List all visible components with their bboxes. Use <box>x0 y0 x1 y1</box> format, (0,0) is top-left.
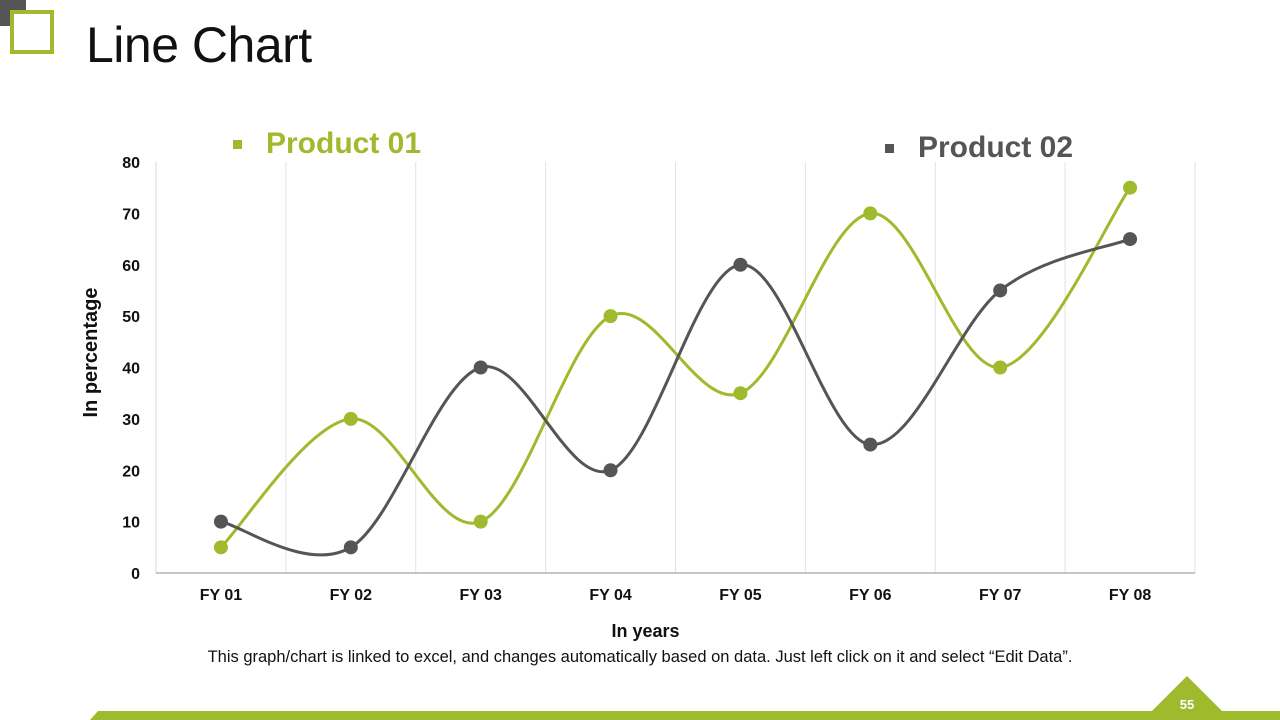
logo-squares-icon <box>0 0 54 54</box>
data-point-product-02 <box>473 360 488 375</box>
y-tick-label: 0 <box>131 566 140 583</box>
y-tick-label: 30 <box>122 412 140 429</box>
data-point-product-01 <box>733 386 748 401</box>
data-point-product-01 <box>863 206 878 221</box>
data-point-product-02 <box>863 437 878 452</box>
data-point-product-02 <box>733 257 748 272</box>
data-point-product-01 <box>473 514 488 529</box>
x-tick-label: FY 02 <box>330 587 373 604</box>
y-tick-label: 80 <box>122 155 140 172</box>
y-tick-label: 10 <box>122 515 140 532</box>
x-tick-label: FY 03 <box>459 587 502 604</box>
series-line-product-02 <box>220 237 1131 557</box>
chart-note: This graph/chart is linked to excel, and… <box>207 648 1073 666</box>
data-point-product-01 <box>1123 180 1138 195</box>
page-number: 55 <box>1179 697 1195 712</box>
data-point-product-02 <box>1123 232 1138 247</box>
data-point-product-01 <box>603 309 618 324</box>
legend-item-product-02: Product 02 <box>885 131 1073 165</box>
footer-stripe <box>90 711 1280 720</box>
y-tick-label: 70 <box>122 206 140 223</box>
y-tick-label: 20 <box>122 463 140 480</box>
page-title: Line Chart <box>86 17 312 73</box>
y-tick-label: 50 <box>122 309 140 326</box>
data-point-product-01 <box>993 360 1008 375</box>
legend-label-product-02: Product 02 <box>918 131 1074 164</box>
y-axis-title: In percentage <box>80 287 102 417</box>
x-tick-label: FY 06 <box>849 587 892 604</box>
series-line-product-01 <box>219 186 1132 549</box>
legend-item-product-01: Product 01 <box>233 127 421 161</box>
data-point-product-01 <box>343 411 358 426</box>
data-point-product-01 <box>213 540 228 555</box>
data-point-product-02 <box>993 283 1008 298</box>
x-axis-title: In years <box>611 621 679 641</box>
x-tick-label: FY 08 <box>1109 587 1152 604</box>
data-point-product-02 <box>603 463 618 478</box>
legend-swatch-product-01 <box>233 139 242 149</box>
y-tick-label: 60 <box>122 258 140 275</box>
x-tick-label: FY 01 <box>200 587 243 604</box>
y-tick-label: 40 <box>122 361 140 378</box>
legend-label-product-01: Product 01 <box>266 127 422 160</box>
page-number-badge <box>1152 676 1222 711</box>
x-tick-label: FY 05 <box>719 587 762 604</box>
x-tick-label: FY 04 <box>589 587 632 604</box>
data-point-product-02 <box>343 540 358 555</box>
x-tick-label: FY 07 <box>979 587 1022 604</box>
data-point-product-02 <box>213 514 228 529</box>
legend-swatch-product-02 <box>885 143 894 153</box>
